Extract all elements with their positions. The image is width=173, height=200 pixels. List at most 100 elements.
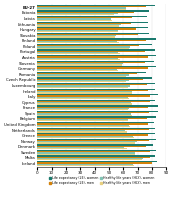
- Bar: [37, 150, 156, 151]
- Bar: [37, 140, 149, 141]
- Bar: [37, 136, 133, 137]
- Bar: [37, 36, 115, 38]
- Bar: [37, 62, 145, 63]
- Bar: [37, 73, 137, 74]
- Bar: [37, 79, 143, 80]
- Bar: [37, 90, 148, 91]
- Bar: [37, 45, 139, 46]
- Bar: [37, 155, 156, 157]
- Bar: [37, 9, 126, 10]
- Bar: [37, 109, 128, 110]
- Bar: [37, 61, 154, 62]
- Bar: [37, 92, 132, 94]
- Bar: [37, 20, 112, 21]
- Bar: [37, 161, 157, 162]
- Bar: [37, 159, 142, 160]
- Bar: [37, 6, 146, 7]
- Bar: [37, 100, 155, 101]
- Bar: [37, 154, 135, 155]
- Bar: [37, 95, 150, 97]
- Bar: [37, 42, 119, 43]
- Bar: [37, 130, 125, 131]
- Bar: [37, 17, 132, 18]
- Bar: [37, 81, 126, 82]
- Bar: [37, 120, 128, 121]
- Bar: [37, 76, 126, 77]
- Bar: [37, 98, 129, 99]
- Bar: [37, 52, 119, 53]
- Bar: [37, 66, 156, 67]
- Bar: [37, 38, 156, 40]
- Bar: [37, 59, 120, 60]
- Bar: [37, 122, 154, 123]
- Bar: [37, 51, 145, 52]
- Bar: [37, 112, 149, 113]
- Bar: [37, 69, 117, 70]
- Bar: [37, 35, 116, 36]
- Bar: [37, 118, 147, 119]
- Bar: [37, 131, 127, 133]
- Bar: [37, 7, 126, 9]
- Bar: [37, 142, 135, 144]
- Bar: [37, 146, 146, 147]
- Bar: [37, 64, 122, 66]
- Bar: [37, 162, 152, 164]
- Bar: [37, 103, 132, 105]
- Bar: [37, 53, 120, 54]
- Bar: [37, 133, 155, 134]
- Bar: [37, 141, 137, 142]
- Bar: [37, 148, 127, 149]
- Bar: [37, 83, 155, 84]
- Bar: [37, 84, 147, 85]
- Bar: [37, 144, 153, 146]
- Bar: [37, 165, 134, 166]
- Bar: [37, 102, 131, 103]
- Bar: [37, 139, 156, 140]
- Bar: [37, 12, 134, 13]
- Bar: [37, 5, 155, 6]
- Legend: Life expectancy (LE), women, Life expectancy (LE), men, Healthy life years (HLY): Life expectancy (LE), women, Life expect…: [47, 175, 156, 186]
- Bar: [37, 129, 149, 130]
- Bar: [37, 137, 134, 138]
- Bar: [37, 128, 155, 129]
- Bar: [37, 27, 148, 28]
- Bar: [37, 49, 155, 51]
- Bar: [37, 105, 158, 107]
- Bar: [37, 91, 132, 92]
- Bar: [37, 87, 128, 88]
- Bar: [37, 111, 158, 112]
- Bar: [37, 94, 158, 95]
- Bar: [37, 89, 155, 90]
- Bar: [37, 85, 130, 87]
- Bar: [37, 25, 120, 27]
- Bar: [37, 41, 117, 42]
- Bar: [37, 10, 149, 12]
- Bar: [37, 56, 148, 58]
- Bar: [37, 107, 148, 108]
- Bar: [37, 23, 131, 24]
- Bar: [37, 72, 146, 73]
- Bar: [37, 28, 136, 30]
- Bar: [37, 16, 147, 17]
- Bar: [37, 77, 152, 79]
- Bar: [37, 40, 146, 41]
- Bar: [37, 116, 156, 118]
- Bar: [37, 70, 118, 71]
- Bar: [37, 152, 135, 154]
- Bar: [37, 31, 118, 32]
- Bar: [37, 108, 129, 109]
- Bar: [37, 55, 156, 56]
- Bar: [37, 58, 118, 59]
- Bar: [37, 164, 133, 165]
- Bar: [37, 34, 138, 35]
- Bar: [37, 22, 148, 23]
- Bar: [37, 63, 123, 64]
- Bar: [37, 44, 152, 45]
- Bar: [37, 97, 128, 98]
- Bar: [37, 14, 114, 15]
- Bar: [37, 158, 143, 159]
- Bar: [37, 101, 151, 102]
- Bar: [37, 123, 148, 125]
- Bar: [37, 67, 148, 69]
- Bar: [37, 125, 129, 126]
